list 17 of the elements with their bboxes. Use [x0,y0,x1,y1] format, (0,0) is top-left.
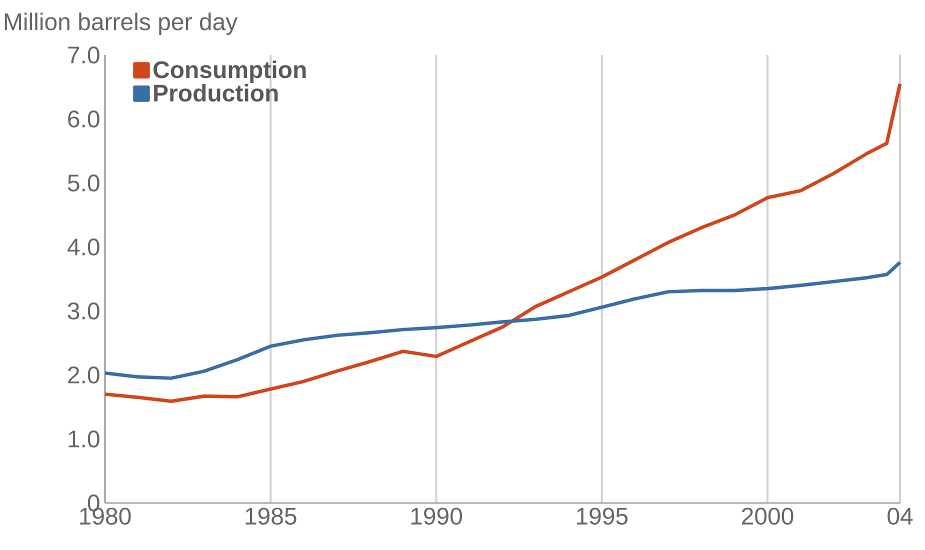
y-tick-label: 5.0 [68,174,100,192]
y-tick-label: 6.0 [68,110,100,128]
x-tick-label: 2000 [742,508,794,525]
x-tick-label: 1990 [411,508,462,525]
x-tick-label: 1985 [246,508,296,525]
y-tick-label: 2.0 [68,366,100,384]
line-series [103,82,902,403]
y-tick-label: 7.0 [68,46,100,64]
x-tick-label: 04 [888,508,913,525]
y-tick-label: 4.0 [67,238,100,256]
line-series [103,260,902,380]
y-axis-title: Million barrels per day [4,12,238,36]
x-tick-label: 1995 [577,508,628,525]
y-tick-label: 1.0 [68,430,100,448]
legend-label: Production [154,84,278,102]
y-tick-label: 3.0 [68,302,100,320]
legend-label: Consumption [154,60,306,83]
